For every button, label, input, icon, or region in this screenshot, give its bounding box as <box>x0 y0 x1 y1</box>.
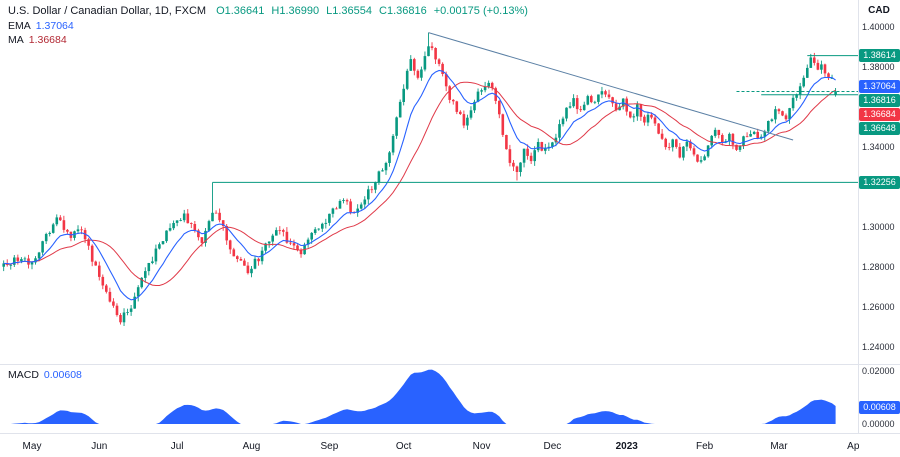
symbol-row[interactable]: U.S. Dollar / Canadian Dollar, 1D, FXCM … <box>8 4 535 19</box>
macd-label: MACD <box>8 369 39 381</box>
month-label: Dec <box>543 441 562 452</box>
close-value: C1.36816 <box>379 5 427 17</box>
month-label: Jun <box>91 441 108 452</box>
macd-value: 0.00608 <box>43 369 82 381</box>
ma-value: 1.36684 <box>28 34 67 46</box>
price-axis-badge: 1.38614 <box>859 49 900 63</box>
macd-histogram-area <box>3 369 836 424</box>
price-tick-label: 1.38000 <box>862 62 895 73</box>
low-value: L1.36554 <box>326 5 373 17</box>
month-label: Ap <box>847 441 860 452</box>
price-axis-badge: 1.36816 <box>859 94 900 108</box>
month-label: Sep <box>320 441 339 452</box>
month-label: Oct <box>395 441 412 452</box>
price-tick-label: 1.24000 <box>862 341 895 352</box>
macd-legend[interactable]: MACD 0.00608 <box>8 369 82 381</box>
trendline-drawing[interactable] <box>428 32 794 141</box>
ohlc-values: O1.36641 H1.36990 L1.36554 C1.36816 +0.00175… <box>216 4 535 19</box>
ma-line <box>3 81 836 286</box>
month-label: Aug <box>242 441 261 452</box>
ema-label: EMA <box>8 20 31 32</box>
price-axis-badge: 0.00608 <box>859 401 900 415</box>
month-label: 2023 <box>615 441 638 452</box>
price-axis-badge: 1.36684 <box>859 108 900 122</box>
ma-legend[interactable]: MA 1.36684 <box>8 33 535 47</box>
month-label: Jul <box>170 441 184 452</box>
macd-tick-label: 0.00000 <box>862 418 895 429</box>
price-tick-label: 1.26000 <box>862 301 895 312</box>
month-label: Mar <box>770 441 788 452</box>
ema-line <box>3 69 836 301</box>
price-tick-label: 1.40000 <box>862 22 895 33</box>
price-axis-badge: 1.36648 <box>859 122 900 136</box>
price-tick-label: 1.28000 <box>862 261 895 272</box>
month-label: Nov <box>472 441 491 452</box>
macd-tick-label: 0.02000 <box>862 365 895 376</box>
ma-label: MA <box>8 34 24 46</box>
candlestick-series <box>2 32 858 326</box>
month-label: May <box>22 441 42 452</box>
chart-legend: U.S. Dollar / Canadian Dollar, 1D, FXCM … <box>8 4 535 47</box>
symbol-title[interactable]: U.S. Dollar / Canadian Dollar, 1D, FXCM <box>8 5 207 17</box>
open-value: O1.36641 <box>216 5 265 17</box>
price-axis-badge: 1.37064 <box>859 80 900 94</box>
month-label: Feb <box>695 441 714 452</box>
ema-legend[interactable]: EMA 1.37064 <box>8 19 535 33</box>
ema-value: 1.37064 <box>35 20 74 32</box>
currency-label: CAD <box>868 5 890 16</box>
change-value: +0.00175 (+0.13%) <box>433 5 528 17</box>
price-axis-badge: 1.32256 <box>859 175 900 189</box>
high-value: H1.36990 <box>271 5 320 17</box>
price-tick-label: 1.34000 <box>862 142 895 153</box>
price-tick-label: 1.30000 <box>862 221 895 232</box>
